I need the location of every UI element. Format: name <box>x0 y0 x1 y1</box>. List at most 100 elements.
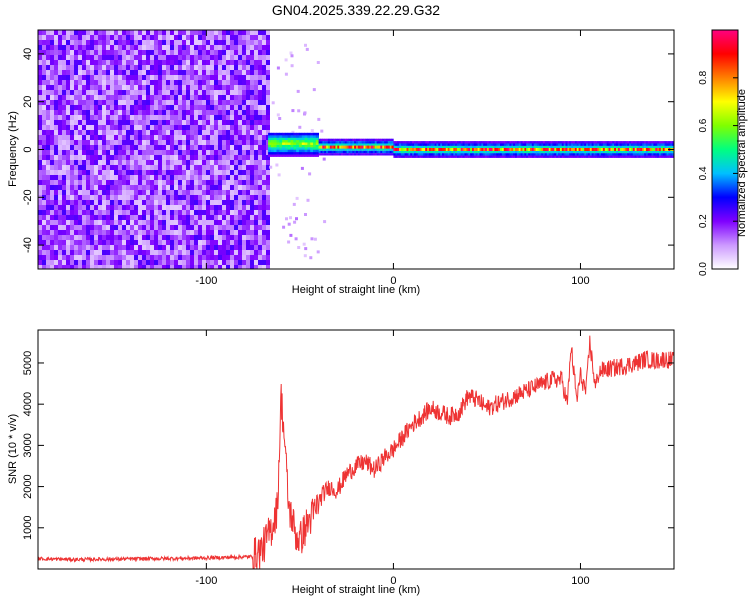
spectrogram-cell <box>214 160 218 165</box>
spectrogram-cell <box>50 125 54 130</box>
spectrogram-cell <box>210 145 214 150</box>
spectrogram-cell <box>246 195 250 200</box>
spectrogram-cell <box>498 148 501 151</box>
spectrogram-cell <box>186 200 190 205</box>
spectrogram-cell <box>210 95 214 100</box>
spectrogram-cell <box>66 85 70 90</box>
spectrogram-cell <box>54 260 58 265</box>
spectrogram-cell <box>186 145 190 150</box>
spectrogram-cell <box>186 250 190 255</box>
spectrogram-cell <box>190 180 194 185</box>
spectrogram-cell <box>42 170 46 175</box>
spectrogram-cell <box>170 60 174 65</box>
spectrogram-cell <box>400 143 404 146</box>
spectrogram-cell <box>134 65 138 70</box>
spectrogram-cell <box>602 153 606 156</box>
spectrogram-cell <box>218 145 222 150</box>
spectrogram-cell <box>42 40 46 45</box>
spectrogram-cell <box>520 145 523 149</box>
spectrogram-cell <box>98 175 102 180</box>
spectrogram-cell <box>346 148 349 151</box>
spectrogram-cell <box>320 148 323 151</box>
spectrogram-cell <box>346 145 349 149</box>
spectrogram-cell <box>162 30 166 35</box>
spectrogram-cell <box>214 260 218 265</box>
spectrogram-cell <box>640 143 643 146</box>
spectrogram-cell <box>198 65 202 70</box>
spectrogram-cell <box>198 75 202 80</box>
spectrogram-cell <box>110 85 114 90</box>
spectrogram-cell <box>86 160 90 165</box>
spectrogram-cell <box>94 75 98 80</box>
spectrogram-cell <box>150 95 154 100</box>
spectrogram-cell <box>563 145 566 149</box>
spectrogram-cell <box>90 265 94 269</box>
spectrogram-cell <box>548 155 551 158</box>
spectrogram-cell <box>150 250 154 255</box>
spectrogram-cell <box>488 148 491 151</box>
spectrogram-cell <box>86 55 90 60</box>
spectrogram-cell <box>419 143 422 146</box>
spectrogram-cell <box>374 143 377 146</box>
spectrogram-cell <box>114 75 118 80</box>
spectrogram-cell <box>313 149 317 153</box>
spectrogram-cell <box>94 90 98 95</box>
spectrogram-cell <box>352 143 355 146</box>
spectrogram-cell <box>154 100 158 105</box>
spectrogram-cell <box>387 150 390 154</box>
spectrogram-cell <box>58 265 62 269</box>
spectrogram-cell <box>166 35 170 40</box>
spectrogram-cell <box>226 260 230 265</box>
spectrogram-cell <box>266 140 270 145</box>
spectrogram-cell <box>238 90 242 95</box>
spectrogram-cell <box>154 195 158 200</box>
spectrogram-cell <box>150 260 154 265</box>
spectrogram-cell <box>262 170 266 175</box>
spectrogram-cell <box>70 220 74 225</box>
spectrogram-cell <box>122 230 126 235</box>
spectrogram-cell <box>649 155 652 158</box>
spectrogram-cell <box>186 225 190 230</box>
spectrogram-cell <box>234 165 238 170</box>
spectrogram-cell <box>74 70 78 75</box>
spectrogram-cell <box>226 210 230 215</box>
spectrogram-cell <box>246 155 250 160</box>
spectrogram-cell <box>86 80 90 85</box>
spectrogram-cell <box>98 45 102 50</box>
spectrogram-cell <box>262 65 266 70</box>
spectrogram-cell <box>593 143 596 146</box>
spectrogram-cell <box>318 143 321 146</box>
spectrogram-cell <box>496 155 499 158</box>
spectrogram-cell <box>333 153 336 156</box>
spectrogram-cell <box>359 143 362 146</box>
spectrogram-cell <box>320 143 323 146</box>
spectrogram-cell <box>423 153 426 156</box>
spectrogram-cell <box>70 35 74 40</box>
spectrogram-cell <box>576 148 579 151</box>
spectrogram-cell <box>46 90 50 95</box>
spectrogram-cell <box>170 70 174 75</box>
spectrogram-cell <box>326 143 329 146</box>
spectrogram-cell <box>114 245 118 250</box>
spectrogram-cell <box>410 153 413 156</box>
spectrogram-cell <box>546 153 549 156</box>
spectrogram-cell <box>230 260 234 265</box>
spectrogram-cell <box>146 235 150 240</box>
spectrogram-cell <box>102 55 106 60</box>
spectrogram-cell <box>222 30 226 35</box>
spectrogram-cell <box>62 145 66 150</box>
spectrogram-cell <box>38 175 42 180</box>
spectrogram-cell <box>50 35 54 40</box>
spectrogram-cell <box>70 55 74 60</box>
spectrogram-cell <box>202 100 206 105</box>
spectrogram-cell <box>440 145 443 149</box>
spectrogram-cell <box>222 215 226 220</box>
spectrogram-cell <box>190 165 194 170</box>
spectrogram-cell <box>94 150 98 155</box>
spectrogram-cell <box>50 70 54 75</box>
spectrogram-cell <box>142 230 146 235</box>
spectrogram-cell <box>601 155 604 158</box>
spectrogram-cell <box>242 150 246 155</box>
spectrogram-cell <box>38 235 42 240</box>
spectrogram-cell <box>522 145 525 149</box>
